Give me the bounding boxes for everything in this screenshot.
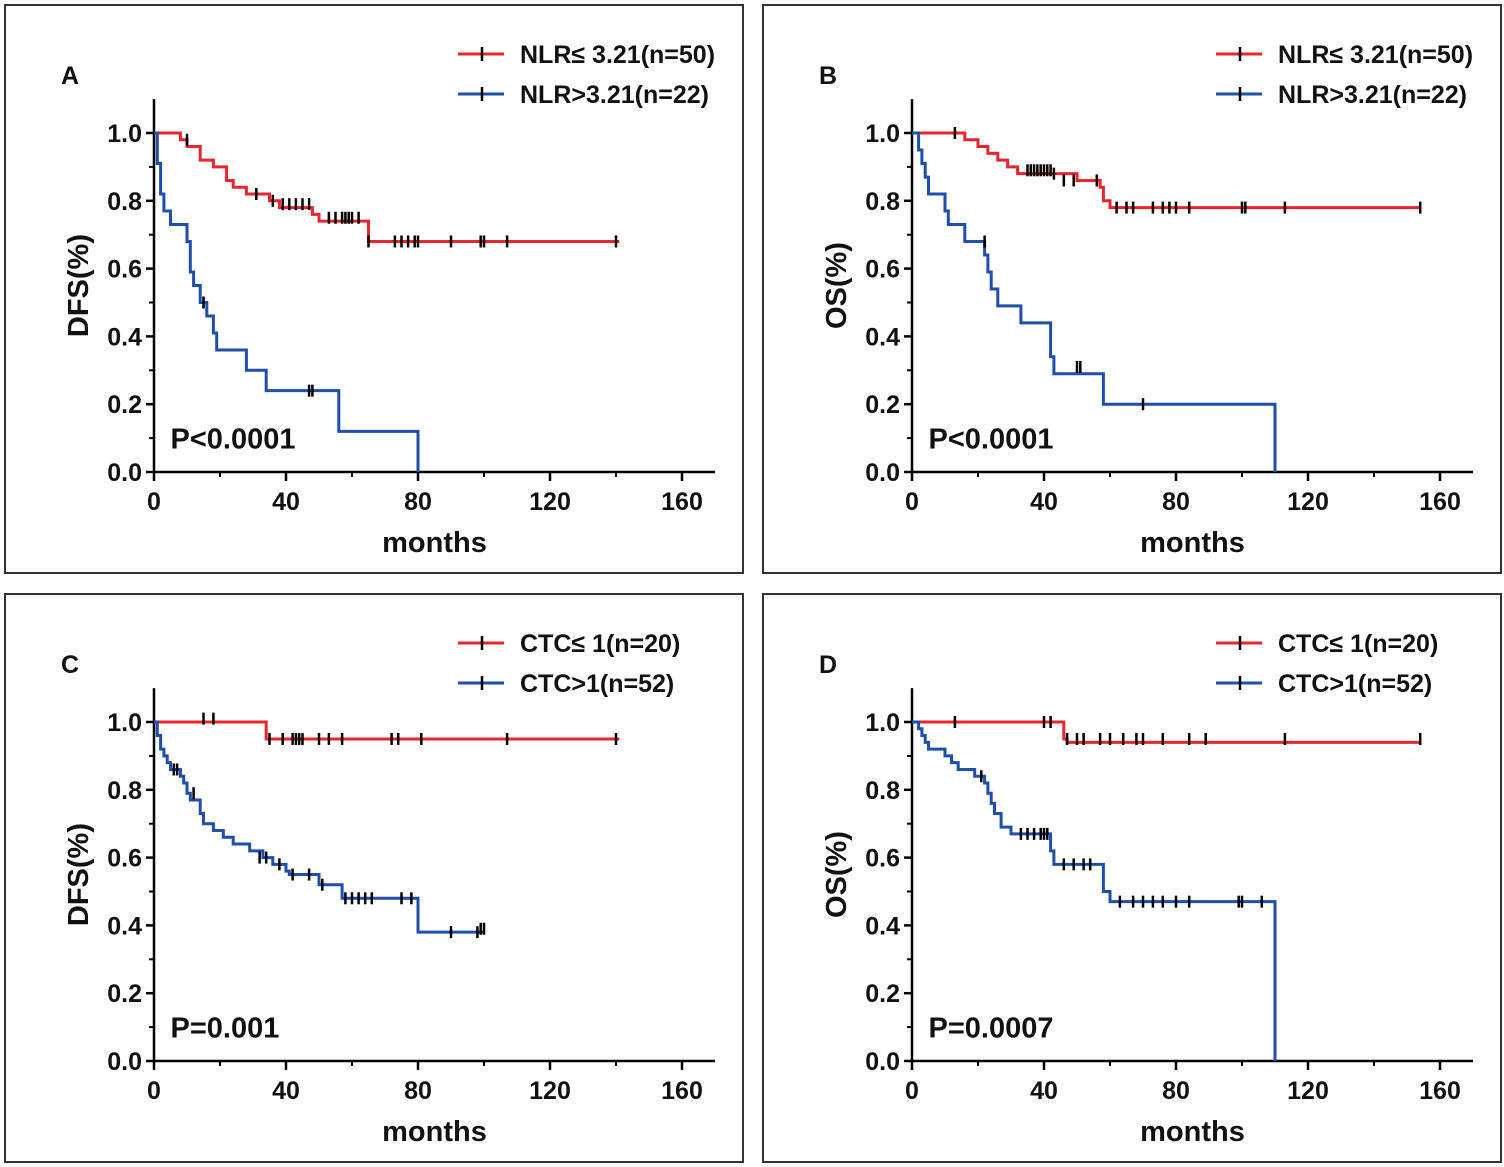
x-tick-label: 40 [1030, 488, 1058, 516]
y-tick-label: 1.0 [107, 120, 142, 148]
y-axis-label: DFS(%) [63, 823, 95, 926]
series-line-blue [912, 720, 1277, 1061]
panel-label: C [61, 651, 79, 679]
chart-panel-a: 0.0 0.2 0.4 0.6 0.8 1.0 0 40 80 120 160 months DFS(%… [4, 4, 744, 574]
chart-svg-a: 0.0 0.2 0.4 0.6 0.8 1.0 0 40 80 120 160 months DFS(%… [61, 41, 715, 559]
x-tick-label: 120 [1287, 1077, 1329, 1105]
legend-label-red: NLR≤ 3.21(n=50) [520, 41, 715, 69]
y-tick-label: 0.2 [865, 391, 900, 419]
chart-svg-d: 0.0 0.2 0.4 0.6 0.8 1.0 0 40 80 120 160 months OS(%)… [819, 630, 1473, 1148]
y-tick-label: 0.4 [107, 323, 142, 351]
y-axis-label: DFS(%) [63, 234, 95, 337]
y-tick-label: 0.2 [107, 980, 142, 1008]
series-line-red [912, 720, 1421, 744]
x-tick-label: 120 [529, 488, 571, 516]
x-axis-label: months [382, 1116, 487, 1148]
y-axis-label: OS(%) [821, 242, 853, 329]
x-axis-label: months [382, 527, 487, 559]
legend-label-blue: NLR>3.21(n=22) [1278, 81, 1467, 109]
x-tick-label: 160 [661, 488, 703, 516]
y-tick-label: 0.8 [107, 777, 142, 805]
p-value-label: P=0.001 [171, 1012, 280, 1044]
y-tick-label: 0.2 [107, 391, 142, 419]
y-tick-label: 0.0 [865, 459, 900, 487]
x-tick-label: 0 [905, 488, 919, 516]
y-tick-label: 0.4 [865, 323, 900, 351]
y-tick-label: 0.8 [107, 188, 142, 216]
series-line-red [912, 131, 1421, 210]
legend-label-red: CTC≤ 1(n=20) [520, 630, 680, 658]
y-tick-label: 1.0 [107, 709, 142, 737]
y-tick-label: 0.0 [107, 459, 142, 487]
y-tick-label: 0.6 [107, 845, 142, 873]
x-tick-label: 160 [1419, 1077, 1461, 1105]
y-tick-label: 1.0 [865, 120, 900, 148]
y-tick-label: 0.6 [107, 256, 142, 284]
y-tick-label: 0.0 [107, 1048, 142, 1076]
x-tick-label: 120 [1287, 488, 1329, 516]
legend-label-blue: NLR>3.21(n=22) [520, 81, 709, 109]
y-axis-label: OS(%) [821, 831, 853, 918]
x-tick-label: 80 [404, 488, 432, 516]
x-tick-label: 0 [147, 488, 161, 516]
p-value-label: P<0.0001 [171, 423, 296, 455]
x-tick-label: 160 [661, 1077, 703, 1105]
chart-panel-b: 0.0 0.2 0.4 0.6 0.8 1.0 0 40 80 120 160 months OS(%)… [762, 4, 1502, 574]
series-line-red [154, 131, 620, 243]
legend-label-blue: CTC>1(n=52) [520, 670, 674, 698]
panel-label: D [819, 651, 837, 679]
y-tick-label: 0.8 [865, 777, 900, 805]
x-tick-label: 160 [1419, 488, 1461, 516]
panel-label: A [61, 62, 79, 90]
x-tick-label: 80 [404, 1077, 432, 1105]
x-tick-label: 120 [529, 1077, 571, 1105]
legend-label-red: NLR≤ 3.21(n=50) [1278, 41, 1473, 69]
series-line-blue [154, 720, 484, 934]
x-tick-label: 40 [1030, 1077, 1058, 1105]
legend-label-red: CTC≤ 1(n=20) [1278, 630, 1438, 658]
y-tick-label: 0.0 [865, 1048, 900, 1076]
x-tick-label: 0 [905, 1077, 919, 1105]
y-tick-label: 0.6 [865, 845, 900, 873]
y-tick-label: 0.2 [865, 980, 900, 1008]
chart-svg-b: 0.0 0.2 0.4 0.6 0.8 1.0 0 40 80 120 160 months OS(%)… [819, 41, 1473, 559]
p-value-label: P<0.0001 [929, 423, 1054, 455]
x-tick-label: 40 [272, 488, 300, 516]
y-tick-label: 0.4 [865, 912, 900, 940]
chart-panel-d: 0.0 0.2 0.4 0.6 0.8 1.0 0 40 80 120 160 months OS(%)… [762, 593, 1502, 1163]
y-tick-label: 0.8 [865, 188, 900, 216]
legend-label-blue: CTC>1(n=52) [1278, 670, 1432, 698]
chart-svg-c: 0.0 0.2 0.4 0.6 0.8 1.0 0 40 80 120 160 months DFS(%… [61, 630, 715, 1148]
x-tick-label: 80 [1162, 488, 1190, 516]
series-line-red [154, 720, 620, 741]
series-line-blue [912, 131, 1277, 472]
x-tick-label: 40 [272, 1077, 300, 1105]
panel-label: B [819, 62, 837, 90]
x-axis-label: months [1140, 527, 1245, 559]
chart-panel-c: 0.0 0.2 0.4 0.6 0.8 1.0 0 40 80 120 160 months DFS(%… [4, 593, 744, 1163]
y-tick-label: 0.6 [865, 256, 900, 284]
y-tick-label: 0.4 [107, 912, 142, 940]
x-tick-label: 80 [1162, 1077, 1190, 1105]
series-line-blue [154, 131, 420, 472]
x-axis-label: months [1140, 1116, 1245, 1148]
p-value-label: P=0.0007 [929, 1012, 1054, 1044]
x-tick-label: 0 [147, 1077, 161, 1105]
y-tick-label: 1.0 [865, 709, 900, 737]
